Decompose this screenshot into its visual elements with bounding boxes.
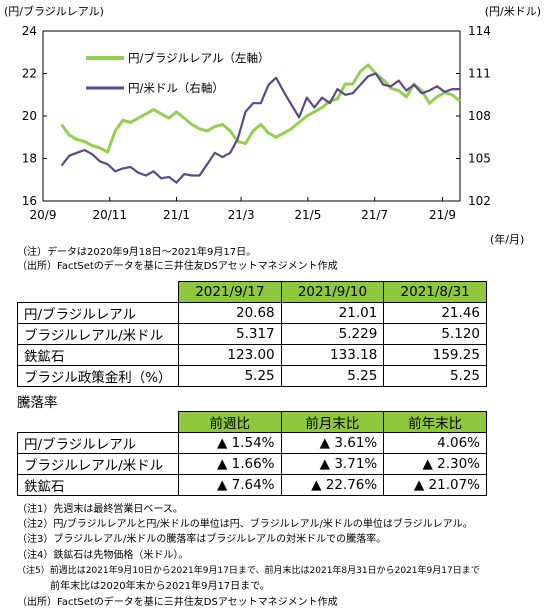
levels-header-date: 2021/8/31 [383, 281, 487, 303]
table-cell: 5.25 [280, 365, 385, 387]
footnote-1: （注1）先週末は最終営業日ベース。 [17, 504, 183, 515]
x-tick-label: 20/11 [92, 208, 127, 222]
right-tick-label: 111 [468, 67, 491, 81]
table-cell: 21.46 [383, 302, 487, 324]
right-tick-label: 108 [468, 109, 491, 123]
series-line-jpy-usd [60, 72, 460, 184]
row-label: ブラジル政策金利（%） [17, 365, 179, 387]
right-tick-label: 102 [468, 194, 491, 208]
levels-table: 2021/9/17 2021/9/10 2021/8/31 円/ブラジルレアル … [17, 281, 487, 387]
left-tick-label: 18 [22, 152, 37, 166]
legend-label: 円/ブラジルレアル（左軸） [128, 51, 270, 65]
table-cell: 5.25 [177, 365, 282, 387]
row-label: 円/ブラジルレアル [17, 432, 179, 454]
table-cell: ▲ 21.07% [383, 474, 487, 496]
table-cell: ▲ 3.61% [280, 432, 385, 454]
fx-line-chart: (円/ブラジルレアル) (円/米ドル) 24 22 20 18 16 114 111 108… [4, 4, 541, 246]
x-axis-unit: (年/月) [490, 232, 524, 246]
x-tick-label: 20/9 [30, 208, 57, 222]
change-table-title: 騰落率 [17, 395, 58, 411]
row-label: ブラジルレアル/米ドル [17, 453, 179, 475]
table-row: ブラジル政策金利（%） 5.25 5.25 5.25 [17, 365, 487, 387]
table-row: ブラジルレアル/米ドル 5.317 5.229 5.120 [17, 323, 487, 345]
x-tick-label: 21/7 [361, 208, 388, 222]
right-tick-label: 105 [468, 152, 491, 166]
left-tick-label: 22 [22, 67, 37, 81]
left-axis-unit: (円/ブラジルレアル) [4, 4, 104, 18]
table-cell: ▲ 7.64% [177, 474, 282, 496]
table-cell: 133.18 [280, 344, 385, 366]
table-cell: 123.00 [177, 344, 282, 366]
chart-note-source: （出所）FactSetのデータを基に三井住友DSアセットマネジメント作成 [17, 261, 338, 272]
table-row: ブラジルレアル/米ドル ▲ 1.66% ▲ 3.71% ▲ 2.30% [17, 453, 487, 475]
footnote-source: （出所）FactSetのデータを基に三井住友DSアセットマネジメント作成 [17, 597, 338, 608]
x-tick-label: 21/1 [163, 208, 190, 222]
table-cell: 5.317 [177, 323, 282, 345]
right-axis-unit: (円/米ドル) [485, 5, 541, 18]
levels-header-date: 2021/9/17 [177, 281, 282, 303]
footnote-5-cont: 前年末比は2020年末から2021年9月17日まで。 [17, 581, 270, 592]
x-tick-label: 21/9 [429, 208, 456, 222]
footnote-3: （注3）ブラジルレアル/米ドルの騰落率はブラジルレアルの対米ドルでの騰落率。 [17, 534, 387, 545]
row-label: 円/ブラジルレアル [17, 302, 179, 324]
change-header-period: 前年末比 [383, 411, 487, 433]
change-header-corner [17, 411, 179, 433]
table-cell: 5.120 [383, 323, 487, 345]
change-table: 前週比 前月末比 前年末比 円/ブラジルレアル ▲ 1.54% ▲ 3.61% … [17, 411, 487, 496]
table-cell: 4.06% [383, 432, 487, 454]
table-cell: 159.25 [383, 344, 487, 366]
table-cell: 5.25 [383, 365, 487, 387]
table-cell: ▲ 1.54% [177, 432, 282, 454]
table-cell: ▲ 2.30% [383, 453, 487, 475]
footnote-5: （注5）前週比は2021年9月10日から2021年9月17日まで、前月末比は20… [17, 566, 480, 576]
row-label: ブラジルレアル/米ドル [17, 323, 179, 345]
right-tick-label: 114 [468, 24, 491, 38]
left-tick-label: 24 [22, 24, 37, 38]
table-cell: ▲ 3.71% [280, 453, 385, 475]
levels-header-date: 2021/9/10 [280, 281, 385, 303]
change-header-period: 前週比 [177, 411, 282, 433]
table-row: 円/ブラジルレアル 20.68 21.01 21.46 [17, 302, 487, 324]
table-cell: 20.68 [177, 302, 282, 324]
chart-note-data-period: （注）データは2020年9月18日～2021年9月17日。 [17, 247, 257, 258]
row-label: 鉄鉱石 [17, 474, 179, 496]
table-row: 円/ブラジルレアル ▲ 1.54% ▲ 3.61% 4.06% [17, 432, 487, 454]
series-line-jpy-brl [60, 63, 461, 154]
table-cell: ▲ 1.66% [177, 453, 282, 475]
footnote-2: （注2）円/ブラジルレアルと円/米ドルの単位は円、ブラジルレアル/米ドルの単位は… [17, 519, 473, 530]
table-cell: ▲ 22.76% [280, 474, 385, 496]
change-header-row: 前週比 前月末比 前年末比 [17, 411, 487, 433]
x-tick-label: 21/5 [294, 208, 321, 222]
table-row: 鉄鉱石 ▲ 7.64% ▲ 22.76% ▲ 21.07% [17, 474, 487, 496]
left-tick-label: 16 [22, 194, 37, 208]
row-label: 鉄鉱石 [17, 344, 179, 366]
footnote-4: （注4）鉄鉱石は先物価格（米ドル）。 [17, 550, 189, 561]
table-row: 鉄鉱石 123.00 133.18 159.25 [17, 344, 487, 366]
x-tick-label: 21/3 [228, 208, 255, 222]
levels-header-corner [17, 281, 179, 303]
left-tick-label: 20 [22, 109, 37, 123]
table-cell: 21.01 [280, 302, 385, 324]
change-header-period: 前月末比 [280, 411, 385, 433]
levels-header-row: 2021/9/17 2021/9/10 2021/8/31 [17, 281, 487, 303]
table-cell: 5.229 [280, 323, 385, 345]
legend-label: 円/米ドル（右軸） [128, 81, 224, 95]
